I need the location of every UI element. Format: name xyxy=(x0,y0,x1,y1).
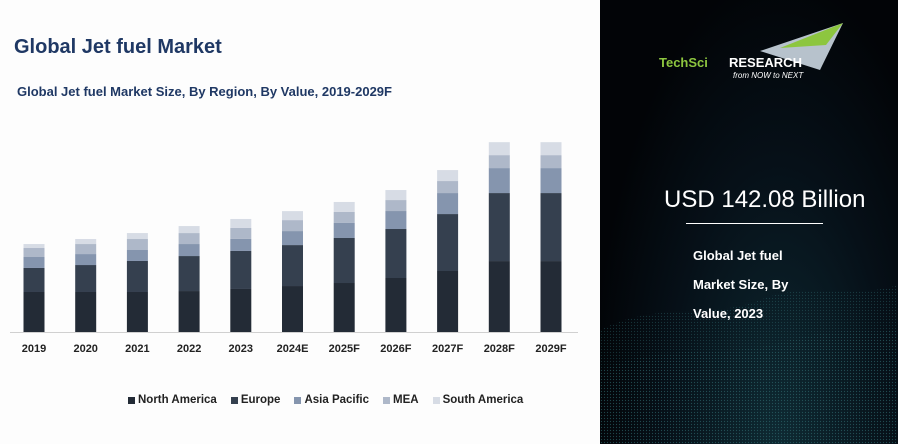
x-tick-label: 2025F xyxy=(329,343,360,355)
x-tick-label: 2029F xyxy=(535,343,566,355)
stacked-bar-chart: 2019 2020 2021 2022 2023 2024E 2025F 2026F 2027F… xyxy=(10,142,578,355)
legend-item: South America xyxy=(432,394,524,406)
legend-swatch xyxy=(294,396,302,404)
legend: North America Europe Asia Pacific MEA South … xyxy=(128,394,523,406)
bar-segment-europe xyxy=(126,260,148,292)
legend-swatch xyxy=(432,396,440,404)
legend-swatch xyxy=(383,396,391,404)
legend-item: Europe xyxy=(230,394,281,406)
page-title: Global Jet fuel Market xyxy=(14,36,222,58)
bar-segment-south-america xyxy=(282,211,303,221)
bar-segment-mea xyxy=(540,155,562,169)
bar-segment-north-america xyxy=(282,286,303,332)
bar-segment-asia-pacific xyxy=(282,231,303,246)
bar-segment-mea xyxy=(23,248,45,258)
bar-segment-south-america xyxy=(230,218,252,228)
bar-segment-south-america xyxy=(75,239,97,245)
bar-segment-europe xyxy=(437,214,459,271)
legend-label: South America xyxy=(442,394,524,406)
legend-label: North America xyxy=(138,394,217,406)
legend-item: North America xyxy=(128,394,217,406)
highlight-panel: TechSci Research from NOW to NEXT USD 14… xyxy=(600,0,898,444)
bar-segment-europe xyxy=(230,250,252,289)
bar-segment-europe xyxy=(23,267,45,292)
legend-label: Europe xyxy=(240,394,281,406)
desc-line-2: Market Size, By xyxy=(693,277,789,292)
market-value: USD 142.08 Billion xyxy=(664,186,866,213)
bar-segment-south-america xyxy=(23,244,45,249)
x-tick-label: 2028F xyxy=(484,343,515,355)
legend-item: MEA xyxy=(383,394,419,406)
bar-segment-europe xyxy=(75,265,97,292)
bar-segment-south-america xyxy=(126,233,148,240)
x-tick-label: 2024E xyxy=(277,343,309,355)
legend-swatch xyxy=(128,396,135,404)
bar-segment-north-america xyxy=(488,261,510,332)
bar-segment-south-america xyxy=(488,142,510,156)
desc-line-3: Value, 2023 xyxy=(693,306,764,321)
bar-segment-mea xyxy=(282,220,303,232)
bar-segment-north-america xyxy=(23,291,45,332)
bar-segment-asia-pacific xyxy=(178,244,200,257)
bar-segment-asia-pacific xyxy=(488,168,510,194)
x-tick-label: 2026F xyxy=(380,343,411,355)
techsci-logo: TechSci Research from NOW to NEXT xyxy=(659,23,843,80)
divider xyxy=(686,223,823,224)
x-tick-label: 2020 xyxy=(73,343,97,355)
logo-name-part1: TechSci xyxy=(659,55,708,70)
legend-label: MEA xyxy=(393,394,419,406)
x-tick-label: 2022 xyxy=(177,343,201,355)
legend-item: Asia Pacific xyxy=(294,394,369,406)
bar-segment-asia-pacific xyxy=(437,193,459,215)
bar-segment-south-america xyxy=(333,201,355,212)
bar-segment-mea xyxy=(75,244,97,255)
bar-segment-europe xyxy=(540,193,562,262)
bar-segment-north-america xyxy=(230,288,252,332)
bar-segment-asia-pacific xyxy=(385,211,407,230)
bar-segment-south-america xyxy=(178,226,200,234)
bar-segment-north-america xyxy=(126,291,148,332)
bar-segment-mea xyxy=(230,227,252,239)
bar-segment-asia-pacific xyxy=(75,254,97,266)
bar-segment-north-america xyxy=(178,291,200,332)
x-tick-label: 2027F xyxy=(432,343,463,355)
bar-segment-mea xyxy=(488,155,510,169)
bar-segment-asia-pacific xyxy=(333,222,355,238)
bar-segment-asia-pacific xyxy=(540,168,562,194)
logo-name-part2: Research xyxy=(729,55,802,70)
legend-label: Asia Pacific xyxy=(304,394,370,406)
bar-segment-asia-pacific xyxy=(230,238,252,251)
desc-line-1: Global Jet fuel xyxy=(693,248,783,263)
bar-segment-north-america xyxy=(75,291,97,332)
x-tick-label: 2023 xyxy=(229,343,253,355)
bar-segment-mea xyxy=(126,239,148,251)
bar-segment-south-america xyxy=(437,170,459,182)
chart-title: Global Jet fuel Market Size, By Region, … xyxy=(17,84,392,99)
bar-segment-north-america xyxy=(385,277,407,332)
bar-segment-europe xyxy=(282,245,303,287)
bar-segment-mea xyxy=(385,200,407,212)
bar-segment-mea xyxy=(178,233,200,245)
wave-background xyxy=(600,285,898,444)
legend-swatch xyxy=(230,396,238,404)
bar-segment-asia-pacific xyxy=(126,250,148,261)
x-tick-label: 2019 xyxy=(22,343,46,355)
bar-segment-europe xyxy=(488,193,510,262)
bar-segment-mea xyxy=(437,181,459,194)
bar-segment-north-america xyxy=(333,283,355,332)
bar-segment-europe xyxy=(178,256,200,292)
logo-tagline: from NOW to NEXT xyxy=(733,71,804,80)
bar-segment-north-america xyxy=(540,261,562,332)
bar-segment-north-america xyxy=(437,270,459,332)
x-tick-label: 2021 xyxy=(125,343,149,355)
bar-segment-asia-pacific xyxy=(23,257,45,268)
bar-segment-south-america xyxy=(540,142,562,156)
bar-segment-mea xyxy=(333,211,355,223)
bar-segment-europe xyxy=(333,237,355,284)
bar-segment-south-america xyxy=(385,190,407,201)
chart-panel: Global Jet fuel Market Global Jet fuel M… xyxy=(10,36,578,406)
bar-segment-europe xyxy=(385,229,407,278)
